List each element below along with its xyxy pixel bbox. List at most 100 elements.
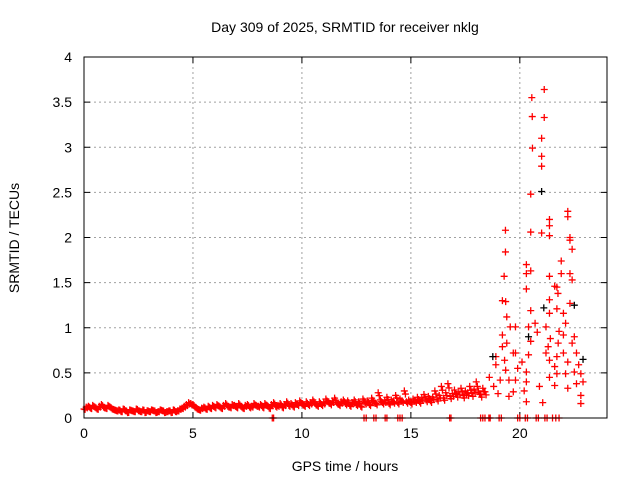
data-point [522,261,530,269]
data-point [501,248,509,256]
data-point [452,389,460,397]
data-point [520,387,528,395]
data-point [398,397,406,405]
data-point-secondary [538,187,546,195]
data-point [401,390,409,398]
data-point [505,376,513,384]
data-point [553,283,561,291]
y-tick-label: 4 [64,49,72,65]
data-point [545,215,553,223]
x-axis-label: GPS time / hours [292,458,399,474]
data-point [545,309,553,317]
data-point [485,373,493,381]
y-axis-label: SRMTID / TECUs [6,183,22,293]
chart-title: Day 309 of 2025, SRMTID for receiver nkl… [211,19,479,35]
data-point [426,397,434,405]
data-point [450,386,458,394]
data-point [372,400,380,408]
data-point [544,343,552,351]
axis-ticks: 0 5 10 15 20 0 0.5 1 1.5 2 2.5 3 3.5 4 [53,49,607,441]
data-point [564,384,572,392]
data-point [496,376,504,384]
data-point [568,339,576,347]
data-point [568,245,576,253]
data-point [525,323,533,331]
data-point [399,399,407,407]
data-point [542,323,550,331]
data-point [554,339,562,347]
data-point [545,296,553,304]
data-point [492,361,500,369]
data-point [505,392,513,400]
data-point [511,323,519,331]
data-point [528,94,536,102]
data-point [411,397,419,405]
data-point [355,398,363,406]
data-point [557,270,565,278]
data-point [276,400,284,408]
data-point [511,376,519,384]
data-point [528,144,536,152]
y-tick-label: 3.5 [53,94,73,110]
data-point [457,384,465,392]
data-point [562,370,570,378]
data-point [559,331,567,339]
data-point [432,390,440,398]
y-tick-label: 1 [64,320,72,336]
data-point [466,382,474,390]
data-point [572,380,580,388]
data-point [501,356,509,364]
data-point [498,343,506,351]
data-point [566,270,574,278]
data-point [546,335,554,343]
data-point [445,384,453,392]
x-tick-label: 0 [80,425,88,441]
data-point [522,285,530,293]
y-tick-label: 0.5 [53,365,73,381]
data-point [570,333,578,341]
data-point [473,382,481,390]
data-point [357,402,365,410]
data-point [283,398,291,406]
x-tick-label: 15 [403,425,419,441]
data-point [344,397,352,405]
data-point [579,378,587,386]
data-point [527,190,535,198]
data-point [540,85,548,93]
data-point [471,389,479,397]
data-point [554,289,562,297]
data-point [509,388,517,396]
data-point [522,270,530,278]
data-point [572,349,580,357]
data-point [522,368,530,376]
data-point-secondary [579,355,587,363]
data-point [568,276,576,284]
data-point [545,373,553,381]
data-point [525,351,533,359]
data-point [527,228,535,236]
data-point [522,378,530,386]
data-point [270,399,278,407]
data-point [389,398,397,406]
data-point [511,349,519,357]
data-point [577,391,585,399]
data-point [502,366,510,374]
data-point [502,298,510,306]
data-point [375,392,383,400]
data-point [482,391,490,399]
data-point [557,257,565,265]
data-point-secondary [570,301,578,309]
data-point [527,267,535,275]
data-point [553,370,561,378]
data-point [562,319,570,327]
data-point [564,358,572,366]
data-point [437,382,445,390]
data-point [478,393,486,401]
data-point [551,382,559,390]
data-point [444,380,452,388]
data-point [553,353,561,361]
data-point [472,378,480,386]
data-point [500,272,508,280]
data-point [365,400,373,408]
